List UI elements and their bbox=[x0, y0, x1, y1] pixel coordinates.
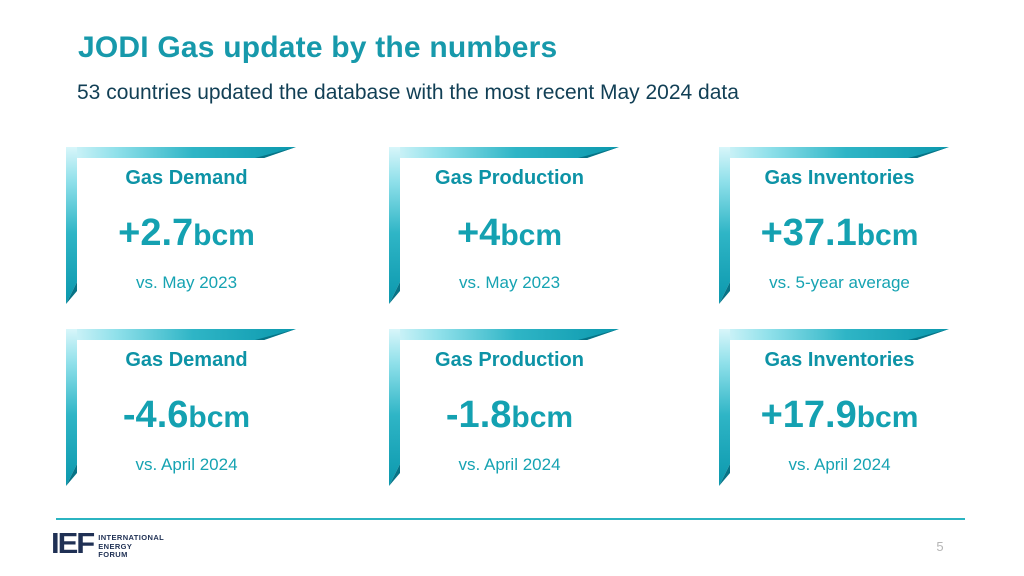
card-value-unit: bcm bbox=[856, 219, 919, 252]
card-compare-label: vs. May 2023 bbox=[135, 273, 238, 292]
card-title: Gas Production bbox=[435, 349, 584, 371]
ief-logo-text-line: INTERNATIONAL bbox=[98, 533, 165, 542]
ief-logo-text: INTERNATIONAL ENERGY FORUM bbox=[98, 532, 164, 560]
footer-divider bbox=[56, 518, 965, 520]
stat-card-gas-production-mom: Gas Production -1.8bcm vs. April 2024 bbox=[389, 329, 619, 490]
card-value-unit: bcm bbox=[500, 219, 562, 252]
card-value-unit: bcm bbox=[856, 401, 919, 434]
card-title: Gas Demand bbox=[125, 349, 248, 371]
card-accent-bracket bbox=[66, 147, 296, 304]
card-title: Gas Inventories bbox=[764, 167, 915, 189]
ief-logo: IEF INTERNATIONAL ENERGY FORUM bbox=[51, 527, 164, 560]
ief-logo-text-line: FORUM bbox=[98, 550, 128, 559]
card-title: Gas Demand bbox=[125, 167, 248, 189]
card-compare-label: vs. April 2024 bbox=[135, 455, 238, 474]
ief-logo-text-line: ENERGY bbox=[98, 541, 133, 551]
card-content: Gas Production +4bcm vs. May 2023 bbox=[400, 147, 619, 308]
card-title: Gas Production bbox=[435, 167, 584, 189]
card-accent-bracket bbox=[719, 147, 949, 304]
card-value-number: -1.8 bbox=[445, 394, 512, 436]
card-value-unit: bcm bbox=[188, 401, 251, 434]
card-value: +17.9bcm bbox=[761, 396, 919, 434]
card-accent-bracket bbox=[719, 329, 949, 486]
card-value-number: +37.1 bbox=[760, 212, 857, 254]
card-value: +2.7bcm bbox=[118, 214, 255, 252]
card-value-number: +4 bbox=[456, 212, 501, 254]
card-value: -1.8bcm bbox=[446, 396, 573, 434]
card-content: Gas Inventories +17.9bcm vs. April 2024 bbox=[730, 329, 949, 490]
card-value: +37.1bcm bbox=[761, 214, 919, 252]
card-value-unit: bcm bbox=[511, 401, 574, 434]
card-accent-bracket bbox=[389, 147, 619, 304]
stat-card-gas-demand-yoy: Gas Demand +2.7bcm vs. May 2023 bbox=[66, 147, 296, 308]
page-number: 5 bbox=[936, 539, 944, 554]
slide-title: JODI Gas update by the numbers bbox=[78, 31, 558, 64]
card-compare-label: vs. May 2023 bbox=[458, 273, 561, 292]
card-value-number: -4.6 bbox=[122, 394, 189, 436]
card-accent-bracket bbox=[389, 329, 619, 486]
card-value-unit: bcm bbox=[193, 219, 255, 252]
ief-logo-mark: IEF bbox=[51, 527, 95, 560]
card-content: Gas Inventories +37.1bcm vs. 5-year aver… bbox=[730, 147, 949, 308]
card-compare-label: vs. April 2024 bbox=[788, 455, 891, 474]
card-value-number: +17.9 bbox=[760, 394, 857, 436]
card-value: +4bcm bbox=[457, 214, 562, 252]
card-compare-label: vs. 5-year average bbox=[769, 273, 910, 292]
card-accent-bracket bbox=[66, 329, 296, 486]
card-content: Gas Production -1.8bcm vs. April 2024 bbox=[400, 329, 619, 490]
stat-card-gas-demand-mom: Gas Demand -4.6bcm vs. April 2024 bbox=[66, 329, 296, 490]
stat-card-gas-production-yoy: Gas Production +4bcm vs. May 2023 bbox=[389, 147, 619, 308]
stat-card-gas-inventories-5yr: Gas Inventories +37.1bcm vs. 5-year aver… bbox=[719, 147, 949, 308]
card-value: -4.6bcm bbox=[123, 396, 250, 434]
stat-card-gas-inventories-mom: Gas Inventories +17.9bcm vs. April 2024 bbox=[719, 329, 949, 490]
card-content: Gas Demand -4.6bcm vs. April 2024 bbox=[77, 329, 296, 490]
card-content: Gas Demand +2.7bcm vs. May 2023 bbox=[77, 147, 296, 308]
slide-subtitle: 53 countries updated the database with t… bbox=[77, 81, 739, 104]
card-value-number: +2.7 bbox=[118, 212, 194, 254]
card-compare-label: vs. April 2024 bbox=[458, 455, 561, 474]
card-title: Gas Inventories bbox=[764, 349, 915, 371]
